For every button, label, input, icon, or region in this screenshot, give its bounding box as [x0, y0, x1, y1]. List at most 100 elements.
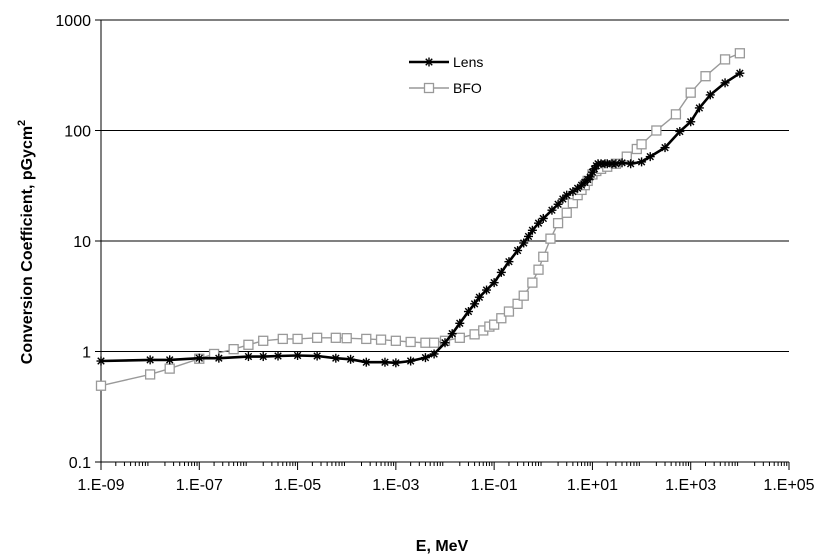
- series-bfo-point: [420, 337, 431, 348]
- series-lens-point: [331, 353, 341, 363]
- legend-square-icon: [423, 82, 435, 94]
- series-lens-point: [474, 292, 484, 302]
- series-bfo-point: [311, 332, 323, 343]
- x-tick-label-6: 1.E+03: [665, 477, 716, 494]
- series-bfo-point: [496, 313, 507, 324]
- series-lens-point: [626, 159, 636, 169]
- series-bfo-point: [469, 329, 480, 340]
- series-bfo-point: [518, 290, 529, 301]
- series-lens-point: [440, 338, 450, 348]
- y-tick-label-2: 10: [73, 234, 91, 251]
- series-lens-point: [527, 225, 537, 235]
- series-lens-point: [504, 257, 514, 267]
- series-bfo-point: [228, 344, 239, 355]
- series-lens-point: [513, 246, 523, 256]
- series-bfo-point: [375, 334, 387, 345]
- series-lens-line: [100, 72, 741, 365]
- series-lens-point: [429, 349, 439, 359]
- series-bfo-point: [390, 335, 402, 346]
- series-bfo-point: [405, 336, 416, 348]
- y-axis-title: Conversion Coefficient, pGycm2: [16, 120, 36, 364]
- x-axis-title: E, MeV: [416, 538, 469, 555]
- series-bfo-point: [503, 306, 515, 317]
- series-lens-point: [243, 352, 253, 362]
- series-bfo-point: [685, 87, 696, 98]
- series-bfo-point: [719, 54, 731, 65]
- series-bfo-point: [734, 48, 746, 59]
- series-lens-point: [470, 299, 480, 309]
- y-tick-label-0: 0.1: [69, 455, 91, 472]
- series-lens-point: [720, 78, 730, 88]
- legend-bfo-label: BFO: [453, 80, 482, 96]
- x-tick-label-3: 1.E-03: [372, 477, 419, 494]
- series-bfo-point: [258, 335, 269, 346]
- series-lens-point: [391, 358, 401, 368]
- series-lens-point: [694, 103, 704, 113]
- series-bfo-point: [545, 233, 556, 244]
- series-lens-point: [194, 353, 204, 363]
- series-lens-point: [420, 353, 430, 363]
- x-tick-label-1: 1.E-07: [176, 477, 223, 494]
- series-lens: [96, 68, 745, 368]
- series-lens-point: [735, 68, 745, 78]
- x-tick-label-5: 1.E+01: [567, 477, 618, 494]
- series-bfo-point: [144, 369, 156, 380]
- legend-lens-marker-icon: [424, 57, 434, 67]
- legend-lens-label: Lens: [453, 54, 483, 70]
- series-lens-point: [346, 354, 356, 364]
- series-bfo: [95, 48, 746, 391]
- series-bfo-point: [428, 337, 440, 348]
- series-bfo-point: [700, 71, 711, 82]
- x-tick-label-2: 1.E-05: [274, 477, 321, 494]
- series-lens-point: [273, 351, 283, 361]
- series-bfo-point: [621, 151, 632, 162]
- series-lens-point: [660, 143, 670, 153]
- series-lens-point: [447, 329, 457, 339]
- series-bfo-point: [454, 332, 465, 343]
- y-axis-title-superscript: 2: [16, 120, 28, 126]
- series-lens-point: [568, 187, 578, 197]
- series-lens-point: [519, 238, 529, 248]
- y-tick-label-4: 1000: [55, 13, 91, 30]
- series-lens-point: [145, 355, 155, 365]
- series-lens-point: [258, 352, 268, 362]
- y-axis-title-main: Conversion Coefficient, pGycm: [19, 126, 36, 364]
- series-lens-point: [617, 158, 627, 168]
- series-lens-point: [538, 213, 548, 223]
- series-bfo-point: [527, 277, 538, 288]
- grid-layer: [101, 19, 789, 463]
- series-lens-point: [611, 159, 621, 169]
- series-lens-point: [645, 152, 655, 162]
- series-bfo-point: [538, 251, 549, 262]
- series-layer: [95, 48, 746, 391]
- series-bfo-point: [552, 218, 564, 229]
- series-lens-point: [637, 157, 647, 167]
- series-bfo-point: [277, 333, 288, 345]
- series-bfo-point: [95, 380, 107, 391]
- series-lens-point: [361, 357, 371, 367]
- series-bfo-point: [243, 339, 254, 350]
- x-tick-label-4: 1.E-01: [471, 477, 518, 494]
- series-lens-point: [312, 351, 322, 361]
- series-lens-point: [705, 90, 715, 100]
- series-lens-point: [165, 355, 175, 365]
- axes-layer: 0.1 1 10 100 1000 1.E-09 1.E-07 1.E-05 1.E-03 1.E…: [55, 13, 814, 494]
- series-lens-point: [380, 357, 390, 367]
- series-bfo-point: [292, 333, 303, 345]
- series-bfo-point: [341, 333, 352, 344]
- legend: Lens BFO: [409, 54, 483, 96]
- series-lens-point: [562, 190, 572, 200]
- series-lens-point: [547, 205, 557, 215]
- series-lens-point: [455, 318, 465, 328]
- series-bfo-point: [670, 109, 682, 120]
- x-tick-label-0: 1.E-09: [77, 477, 124, 494]
- series-lens-point: [523, 231, 533, 241]
- series-bfo-point: [561, 207, 572, 218]
- series-lens-point: [463, 307, 473, 317]
- legend-asterisk-icon: [424, 57, 434, 67]
- series-bfo-point: [488, 319, 500, 330]
- series-lens-point: [482, 285, 492, 295]
- series-bfo-point: [164, 363, 175, 374]
